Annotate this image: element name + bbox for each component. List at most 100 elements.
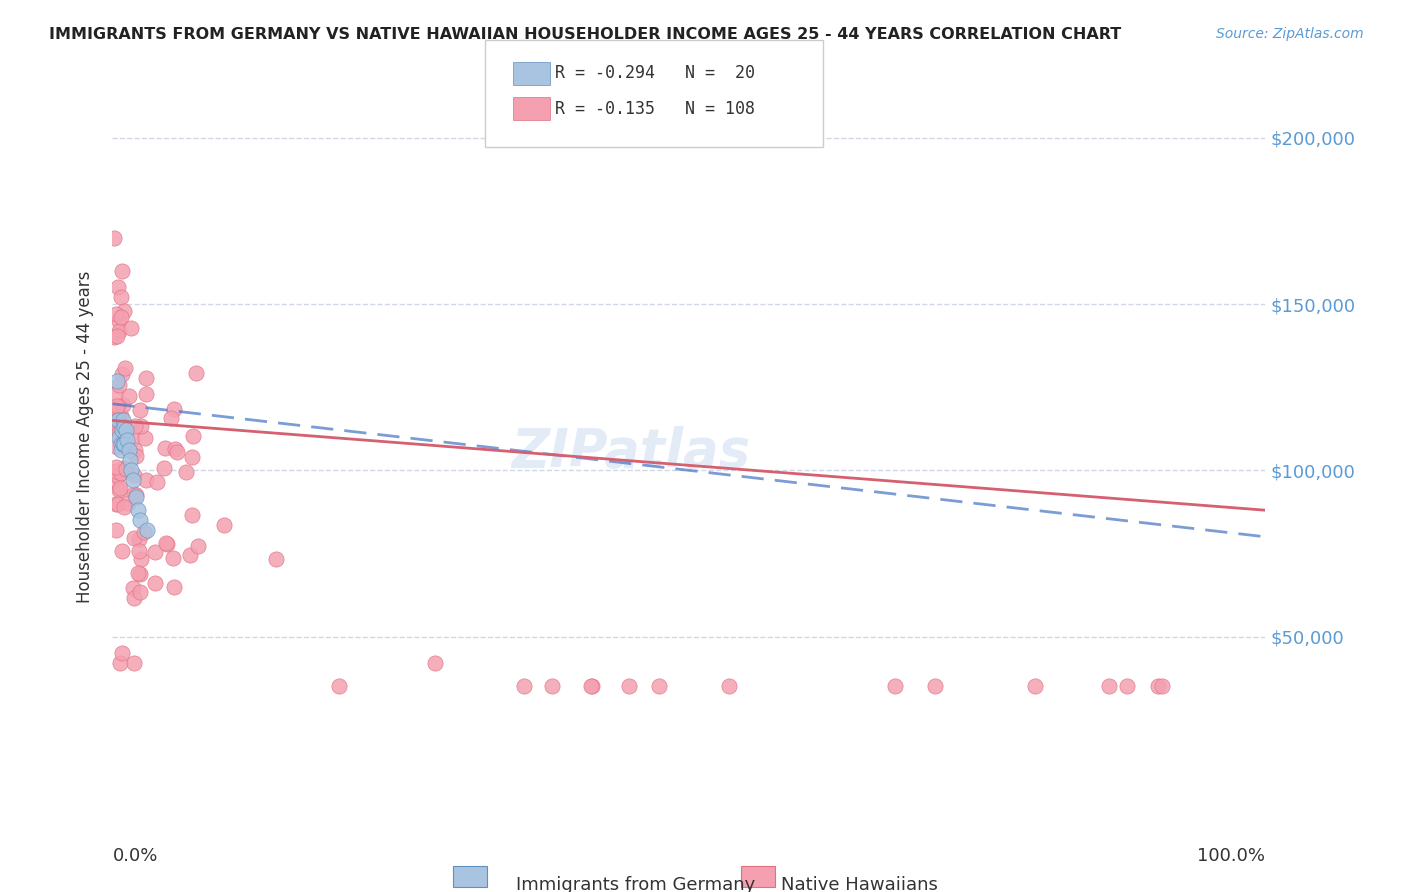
Point: [117, 496, 139, 510]
Point: [105, 329, 128, 343]
Point: [136, 523, 159, 537]
Point: [105, 524, 128, 538]
Point: [105, 460, 128, 475]
Point: [125, 488, 148, 502]
Point: [112, 436, 135, 450]
Point: [127, 566, 149, 580]
Text: 100.0%: 100.0%: [1198, 847, 1265, 864]
Point: [110, 436, 132, 450]
Text: Immigrants from Germany: Immigrants from Germany: [516, 876, 755, 892]
Point: [112, 500, 135, 515]
Point: [107, 399, 129, 413]
Text: ZIPatlas: ZIPatlas: [512, 425, 751, 478]
Point: [165, 442, 187, 456]
Point: [107, 413, 129, 427]
Point: [112, 398, 135, 412]
Point: [579, 680, 602, 694]
Text: R = -0.294   N =  20: R = -0.294 N = 20: [555, 64, 755, 82]
Point: [129, 513, 152, 527]
Point: [108, 430, 131, 444]
Point: [129, 566, 152, 581]
Text: 0.0%: 0.0%: [112, 847, 157, 864]
Point: [162, 580, 184, 594]
Point: [112, 437, 135, 451]
Point: [103, 409, 125, 424]
Point: [110, 443, 132, 458]
Point: [108, 314, 131, 328]
Point: [153, 461, 176, 475]
Point: [127, 503, 149, 517]
Point: [423, 656, 446, 670]
Point: [1116, 680, 1139, 694]
Point: [125, 450, 148, 464]
Point: [105, 413, 128, 427]
Point: [128, 402, 150, 417]
Point: [117, 434, 139, 448]
Point: [111, 646, 134, 660]
Bar: [453, 866, 486, 887]
Point: [1146, 680, 1168, 694]
Point: [512, 680, 534, 694]
Bar: [741, 866, 776, 887]
Text: IMMIGRANTS FROM GERMANY VS NATIVE HAWAIIAN HOUSEHOLDER INCOME AGES 25 - 44 YEARS: IMMIGRANTS FROM GERMANY VS NATIVE HAWAII…: [49, 27, 1122, 42]
Point: [143, 576, 166, 591]
Point: [103, 473, 125, 487]
Point: [110, 409, 132, 423]
Point: [111, 424, 134, 438]
Point: [135, 473, 157, 487]
Point: [122, 656, 145, 670]
Point: [110, 466, 132, 480]
Point: [107, 378, 129, 392]
Point: [117, 443, 139, 458]
Point: [128, 532, 150, 546]
Point: [181, 450, 204, 465]
Point: [104, 464, 127, 478]
Point: [617, 680, 640, 694]
Point: [166, 445, 188, 459]
Text: Source: ZipAtlas.com: Source: ZipAtlas.com: [1216, 27, 1364, 41]
Point: [132, 524, 155, 539]
Point: [1098, 680, 1121, 694]
Point: [924, 680, 946, 694]
Point: [107, 497, 129, 511]
Point: [103, 230, 125, 244]
Point: [121, 582, 143, 596]
Point: [1024, 680, 1046, 694]
Point: [156, 536, 179, 550]
Point: [112, 427, 135, 442]
Point: [187, 539, 209, 553]
Point: [162, 551, 184, 566]
Point: [111, 264, 134, 278]
Point: [107, 280, 129, 294]
Point: [184, 366, 207, 380]
Point: [118, 389, 141, 403]
Point: [214, 518, 236, 533]
Point: [155, 536, 177, 550]
Point: [107, 399, 129, 413]
Point: [124, 487, 146, 501]
Point: [105, 497, 128, 511]
Point: [541, 680, 564, 694]
Point: [124, 442, 146, 457]
Point: [115, 424, 138, 438]
Point: [118, 453, 141, 467]
Point: [121, 432, 143, 446]
Point: [264, 551, 287, 566]
Point: [122, 591, 145, 605]
Point: [174, 466, 197, 480]
Point: [581, 680, 603, 694]
Point: [160, 411, 183, 425]
Point: [110, 310, 132, 324]
Point: [128, 543, 150, 558]
Point: [120, 463, 142, 477]
Y-axis label: Householder Income Ages 25 - 44 years: Householder Income Ages 25 - 44 years: [76, 271, 94, 603]
Point: [124, 419, 146, 434]
Point: [108, 483, 131, 498]
Point: [107, 425, 129, 440]
Text: Native Hawaiians: Native Hawaiians: [782, 876, 938, 892]
Text: R = -0.135   N = 108: R = -0.135 N = 108: [555, 100, 755, 118]
Point: [110, 368, 132, 382]
Point: [129, 418, 152, 433]
Point: [108, 481, 131, 495]
Point: [115, 462, 138, 476]
